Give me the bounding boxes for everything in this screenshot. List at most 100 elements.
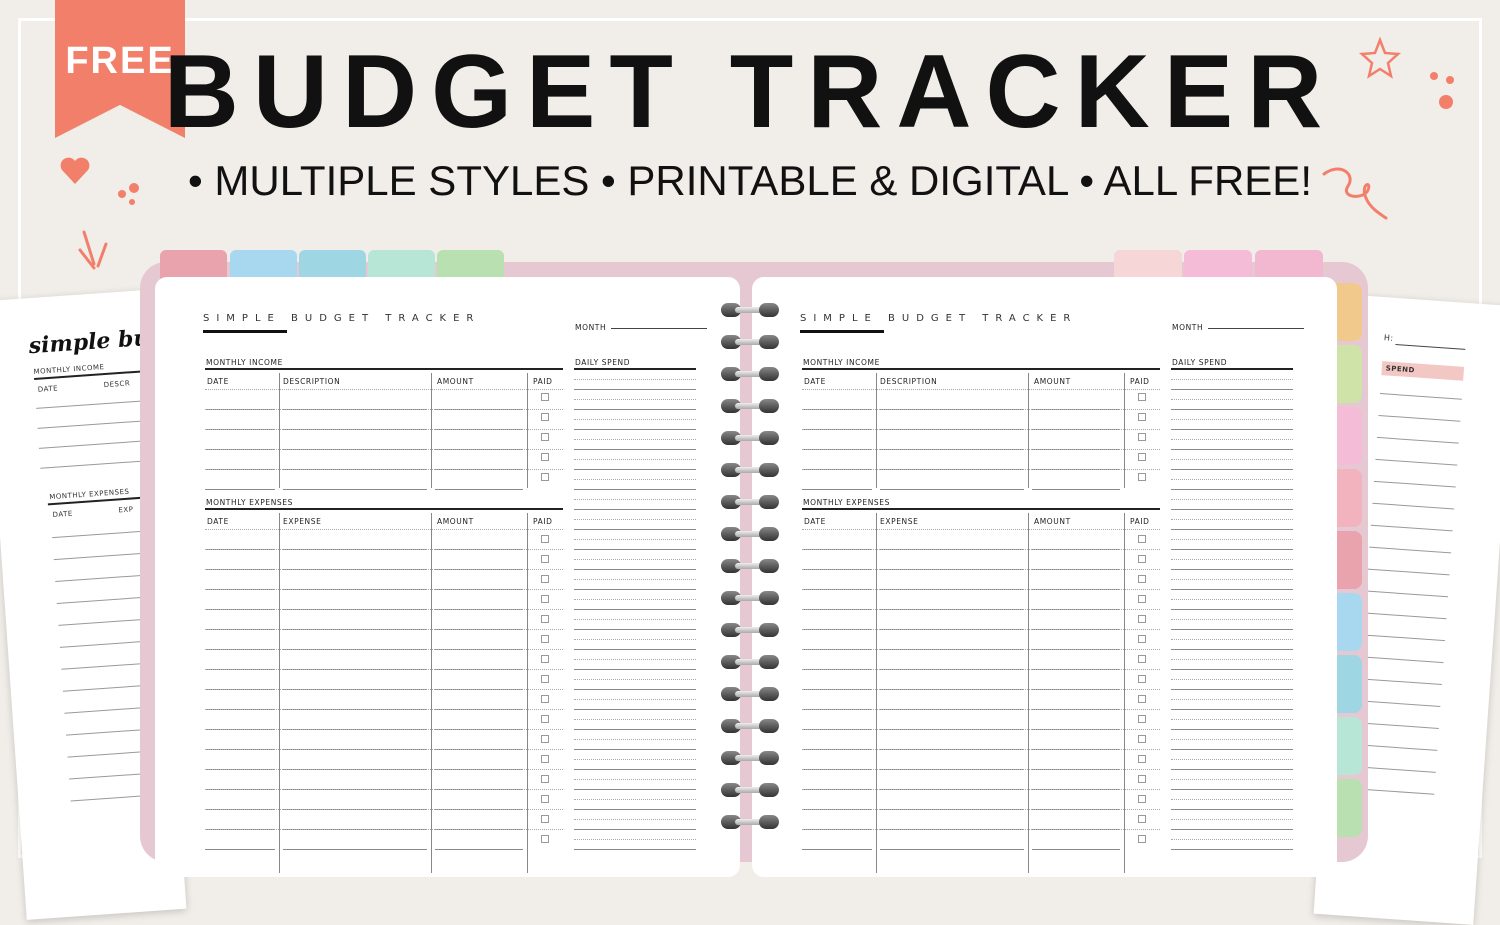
paid-checkbox[interactable] <box>1138 735 1146 743</box>
table-row[interactable] <box>435 489 523 490</box>
daily-spend-row[interactable] <box>574 549 696 550</box>
daily-spend-row[interactable] <box>574 789 696 790</box>
table-row[interactable] <box>1032 489 1120 490</box>
paid-checkbox[interactable] <box>1138 433 1146 441</box>
table-row[interactable] <box>205 489 275 490</box>
paid-checkbox[interactable] <box>1138 535 1146 543</box>
daily-spend-row[interactable] <box>1171 649 1293 650</box>
paid-checkbox[interactable] <box>1138 815 1146 823</box>
table-row[interactable] <box>1032 849 1120 850</box>
daily-spend-row[interactable] <box>574 829 696 830</box>
paid-checkbox[interactable] <box>541 795 549 803</box>
daily-spend-row[interactable] <box>574 609 696 610</box>
section-tab[interactable] <box>160 250 227 280</box>
paid-checkbox[interactable] <box>1138 695 1146 703</box>
daily-spend-row[interactable] <box>1171 449 1293 450</box>
daily-spend-row[interactable] <box>1171 749 1293 750</box>
paid-checkbox[interactable] <box>541 473 549 481</box>
table-row[interactable] <box>802 489 872 490</box>
daily-spend-row[interactable] <box>1171 509 1293 510</box>
paid-checkbox[interactable] <box>541 615 549 623</box>
daily-spend-row[interactable] <box>574 809 696 810</box>
paid-checkbox[interactable] <box>1138 635 1146 643</box>
daily-spend-row[interactable] <box>574 649 696 650</box>
paid-checkbox[interactable] <box>541 635 549 643</box>
daily-spend-row[interactable] <box>574 689 696 690</box>
paid-checkbox[interactable] <box>541 413 549 421</box>
daily-spend-row[interactable] <box>574 529 696 530</box>
paid-checkbox[interactable] <box>1138 413 1146 421</box>
daily-spend-row[interactable] <box>1171 389 1293 390</box>
daily-spend-row[interactable] <box>574 569 696 570</box>
paid-checkbox[interactable] <box>541 675 549 683</box>
paid-checkbox[interactable] <box>1138 715 1146 723</box>
daily-spend-row[interactable] <box>1171 689 1293 690</box>
paid-checkbox[interactable] <box>1138 675 1146 683</box>
table-row[interactable] <box>435 849 523 850</box>
section-tab[interactable] <box>437 250 504 280</box>
section-tab[interactable] <box>368 250 435 280</box>
daily-spend-row[interactable] <box>1171 609 1293 610</box>
daily-spend-row[interactable] <box>1171 549 1293 550</box>
section-tab[interactable] <box>1184 250 1252 280</box>
month-field[interactable] <box>1208 328 1304 329</box>
daily-spend-row[interactable] <box>574 709 696 710</box>
paid-checkbox[interactable] <box>1138 473 1146 481</box>
table-row[interactable] <box>205 849 275 850</box>
paid-checkbox[interactable] <box>541 835 549 843</box>
table-row[interactable] <box>802 849 872 850</box>
paid-checkbox[interactable] <box>541 755 549 763</box>
daily-spend-row[interactable] <box>574 429 696 430</box>
daily-spend-row[interactable] <box>1171 429 1293 430</box>
daily-spend-row[interactable] <box>1171 489 1293 490</box>
paid-checkbox[interactable] <box>541 815 549 823</box>
paid-checkbox[interactable] <box>1138 615 1146 623</box>
paid-checkbox[interactable] <box>541 735 549 743</box>
month-field[interactable] <box>611 328 707 329</box>
daily-spend-row[interactable] <box>1171 769 1293 770</box>
daily-spend-row[interactable] <box>574 849 696 850</box>
paid-checkbox[interactable] <box>1138 775 1146 783</box>
daily-spend-row[interactable] <box>1171 729 1293 730</box>
daily-spend-row[interactable] <box>574 769 696 770</box>
paid-checkbox[interactable] <box>1138 835 1146 843</box>
daily-spend-row[interactable] <box>1171 589 1293 590</box>
section-tab[interactable] <box>230 250 297 280</box>
table-row[interactable] <box>283 489 427 490</box>
daily-spend-row[interactable] <box>1171 409 1293 410</box>
daily-spend-row[interactable] <box>1171 709 1293 710</box>
paid-checkbox[interactable] <box>541 535 549 543</box>
daily-spend-row[interactable] <box>1171 629 1293 630</box>
paid-checkbox[interactable] <box>541 575 549 583</box>
paid-checkbox[interactable] <box>1138 453 1146 461</box>
section-tab[interactable] <box>299 250 366 280</box>
table-row[interactable] <box>283 849 427 850</box>
paid-checkbox[interactable] <box>541 433 549 441</box>
daily-spend-row[interactable] <box>1171 829 1293 830</box>
daily-spend-row[interactable] <box>574 469 696 470</box>
paid-checkbox[interactable] <box>1138 393 1146 401</box>
daily-spend-row[interactable] <box>574 589 696 590</box>
daily-spend-row[interactable] <box>1171 809 1293 810</box>
paid-checkbox[interactable] <box>1138 755 1146 763</box>
daily-spend-row[interactable] <box>574 629 696 630</box>
paid-checkbox[interactable] <box>1138 795 1146 803</box>
paid-checkbox[interactable] <box>1138 575 1146 583</box>
daily-spend-row[interactable] <box>1171 529 1293 530</box>
daily-spend-row[interactable] <box>1171 849 1293 850</box>
paid-checkbox[interactable] <box>541 555 549 563</box>
paid-checkbox[interactable] <box>541 715 549 723</box>
section-tab[interactable] <box>1114 250 1182 280</box>
daily-spend-row[interactable] <box>574 389 696 390</box>
paid-checkbox[interactable] <box>541 453 549 461</box>
table-row[interactable] <box>880 849 1024 850</box>
daily-spend-row[interactable] <box>574 489 696 490</box>
daily-spend-row[interactable] <box>574 409 696 410</box>
paid-checkbox[interactable] <box>541 775 549 783</box>
paid-checkbox[interactable] <box>541 695 549 703</box>
paid-checkbox[interactable] <box>1138 555 1146 563</box>
paid-checkbox[interactable] <box>541 655 549 663</box>
paid-checkbox[interactable] <box>541 393 549 401</box>
daily-spend-row[interactable] <box>574 449 696 450</box>
daily-spend-row[interactable] <box>574 749 696 750</box>
